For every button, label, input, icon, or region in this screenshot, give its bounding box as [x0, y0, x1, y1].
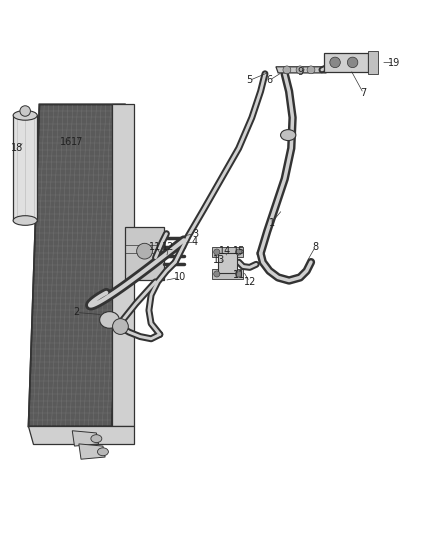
- Text: 15: 15: [233, 246, 245, 256]
- Circle shape: [283, 66, 291, 74]
- Circle shape: [214, 271, 220, 277]
- Text: 14: 14: [219, 246, 232, 256]
- Text: 4: 4: [192, 237, 198, 247]
- Bar: [13, 115, 37, 221]
- Text: 3: 3: [192, 229, 198, 239]
- Polygon shape: [28, 104, 125, 426]
- Text: 13: 13: [213, 255, 225, 265]
- Ellipse shape: [97, 448, 108, 456]
- Polygon shape: [212, 247, 243, 257]
- Circle shape: [347, 57, 358, 68]
- Circle shape: [330, 57, 340, 68]
- Ellipse shape: [99, 312, 119, 328]
- Text: 9: 9: [297, 67, 303, 77]
- Ellipse shape: [280, 130, 296, 141]
- Ellipse shape: [91, 435, 102, 442]
- Text: 1: 1: [268, 217, 275, 228]
- Text: 2: 2: [74, 308, 80, 318]
- Circle shape: [137, 243, 152, 259]
- Text: 6: 6: [266, 75, 272, 85]
- Polygon shape: [276, 67, 326, 73]
- Polygon shape: [72, 431, 99, 446]
- Circle shape: [296, 66, 304, 74]
- Polygon shape: [212, 269, 243, 279]
- Polygon shape: [79, 444, 105, 459]
- Polygon shape: [28, 426, 134, 444]
- Bar: [368, 51, 378, 74]
- Text: 11: 11: [149, 242, 162, 252]
- Text: 12: 12: [244, 277, 256, 287]
- Polygon shape: [112, 104, 134, 426]
- Text: 7: 7: [360, 88, 367, 99]
- Polygon shape: [125, 227, 164, 280]
- Text: 12: 12: [162, 242, 175, 252]
- Circle shape: [113, 319, 128, 334]
- Text: 18: 18: [11, 143, 24, 154]
- Circle shape: [307, 66, 315, 74]
- Text: 10: 10: [173, 272, 186, 282]
- Text: 17: 17: [71, 136, 83, 147]
- Circle shape: [20, 106, 30, 116]
- Bar: [324, 53, 368, 71]
- Text: 5: 5: [247, 75, 253, 85]
- Text: 8: 8: [312, 242, 318, 252]
- Text: 11: 11: [233, 270, 245, 280]
- Circle shape: [236, 249, 242, 255]
- Ellipse shape: [13, 110, 37, 120]
- Bar: [218, 253, 237, 273]
- Circle shape: [214, 249, 220, 255]
- Ellipse shape: [13, 216, 37, 225]
- Text: 16: 16: [60, 136, 72, 147]
- Circle shape: [236, 271, 242, 277]
- Text: 19: 19: [388, 58, 400, 68]
